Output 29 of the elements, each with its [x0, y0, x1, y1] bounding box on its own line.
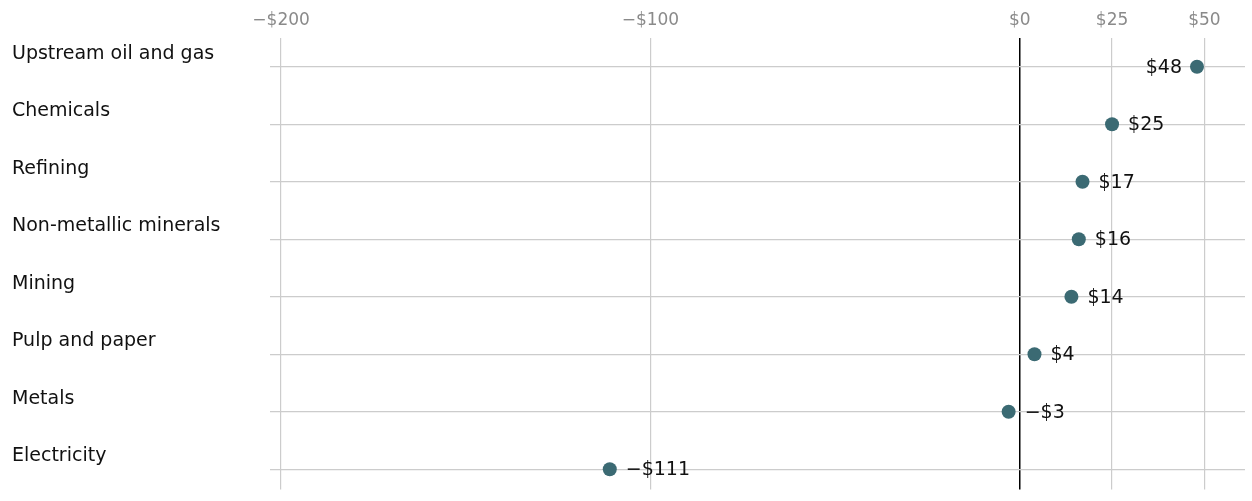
data-label: $16 [1094, 227, 1132, 250]
data-label: −$111 [625, 457, 691, 480]
x-tick-label: −$200 [252, 9, 310, 30]
y-tick-label: Chemicals [12, 98, 111, 121]
y-tick-label: Refining [12, 155, 90, 178]
data-label: $48 [1145, 54, 1182, 77]
data-label: $17 [1098, 169, 1135, 192]
y-tick-label: Pulp and paper [12, 328, 156, 351]
y-tick-label: Mining [12, 270, 76, 293]
y-tick-label: Non-metallic minerals [12, 213, 221, 236]
x-tick-label: $25 [1095, 9, 1129, 30]
point [1105, 117, 1120, 132]
point [1064, 289, 1079, 304]
point [1075, 174, 1090, 189]
point [1027, 347, 1042, 362]
data-label: −$3 [1024, 399, 1065, 422]
data-label: $25 [1128, 112, 1165, 135]
y-tick-label: Electricity [12, 443, 107, 466]
point [1189, 59, 1204, 74]
x-tick-label: $50 [1188, 9, 1221, 30]
point [1071, 232, 1086, 247]
point [602, 462, 617, 477]
point [1001, 404, 1016, 419]
data-label: $14 [1087, 284, 1124, 307]
y-tick-label: Metals [12, 385, 75, 408]
data-label: $4 [1050, 342, 1075, 365]
y-tick-label: Upstream oil and gas [12, 40, 215, 63]
x-tick-label: −$100 [621, 9, 680, 30]
x-tick-label: $0 [1008, 9, 1031, 30]
